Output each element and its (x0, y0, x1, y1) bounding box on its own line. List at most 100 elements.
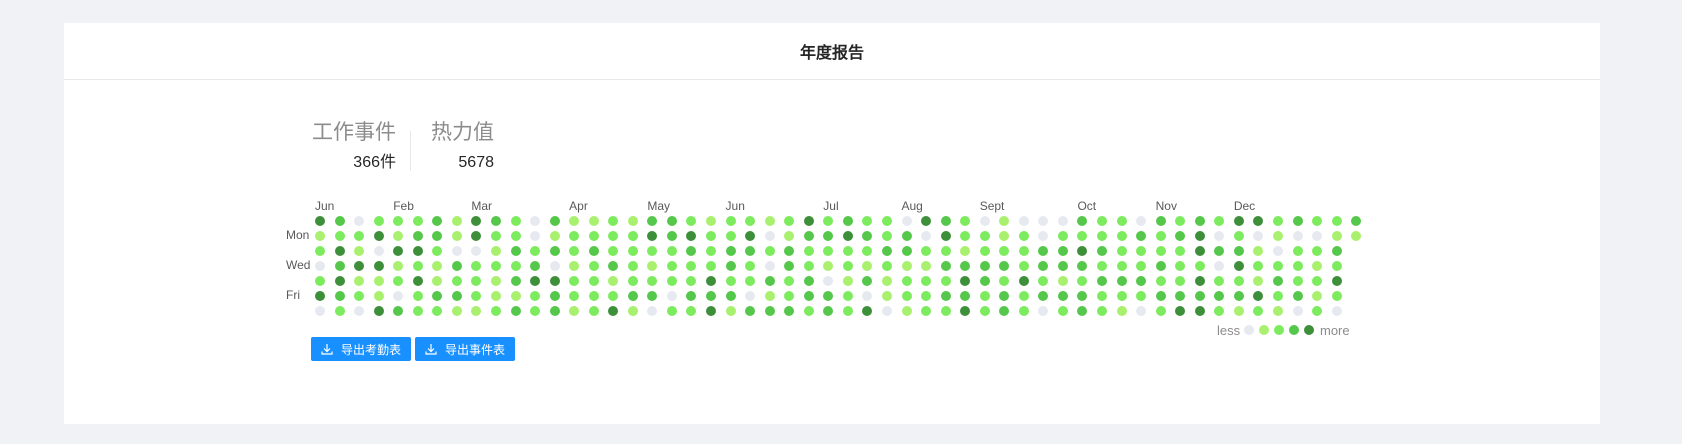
heatmap-cell[interactable] (315, 276, 325, 286)
export-events-button[interactable]: 导出事件表 (415, 337, 516, 361)
heatmap-cell[interactable] (588, 291, 599, 301)
heatmap-cell[interactable] (999, 291, 1010, 301)
heatmap-cell[interactable] (999, 216, 1010, 226)
heatmap-cell[interactable] (1194, 306, 1205, 316)
heatmap-cell[interactable] (373, 291, 384, 301)
heatmap-cell[interactable] (569, 261, 580, 271)
heatmap-cell[interactable] (1077, 276, 1088, 286)
heatmap-cell[interactable] (1077, 261, 1088, 271)
heatmap-cell[interactable] (510, 291, 521, 301)
heatmap-cell[interactable] (940, 216, 951, 226)
heatmap-cell[interactable] (354, 246, 365, 256)
heatmap-cell[interactable] (608, 306, 619, 316)
heatmap-cell[interactable] (1214, 231, 1225, 241)
heatmap-cell[interactable] (686, 261, 697, 271)
heatmap-cell[interactable] (1331, 276, 1342, 286)
heatmap-cell[interactable] (881, 291, 892, 301)
heatmap-cell[interactable] (393, 231, 404, 241)
heatmap-cell[interactable] (1233, 246, 1244, 256)
heatmap-cell[interactable] (588, 261, 599, 271)
heatmap-cell[interactable] (471, 216, 482, 226)
heatmap-cell[interactable] (471, 246, 482, 256)
heatmap-cell[interactable] (725, 291, 736, 301)
heatmap-cell[interactable] (823, 276, 834, 286)
heatmap-cell[interactable] (921, 231, 932, 241)
heatmap-cell[interactable] (745, 261, 756, 271)
heatmap-cell[interactable] (1116, 291, 1127, 301)
heatmap-cell[interactable] (1077, 231, 1088, 241)
heatmap-cell[interactable] (373, 231, 384, 241)
heatmap-cell[interactable] (1233, 306, 1244, 316)
heatmap-cell[interactable] (432, 291, 443, 301)
heatmap-cell[interactable] (647, 231, 658, 241)
heatmap-cell[interactable] (764, 306, 775, 316)
heatmap-cell[interactable] (1292, 291, 1303, 301)
heatmap-cell[interactable] (784, 291, 795, 301)
heatmap-cell[interactable] (1194, 261, 1205, 271)
heatmap-cell[interactable] (921, 291, 932, 301)
heatmap-cell[interactable] (979, 246, 990, 256)
heatmap-cell[interactable] (803, 246, 814, 256)
heatmap-cell[interactable] (647, 246, 658, 256)
heatmap-cell[interactable] (725, 216, 736, 226)
heatmap-cell[interactable] (627, 246, 638, 256)
heatmap-cell[interactable] (1233, 216, 1244, 226)
heatmap-cell[interactable] (1233, 231, 1244, 241)
heatmap-cell[interactable] (764, 291, 775, 301)
heatmap-cell[interactable] (1097, 306, 1107, 316)
heatmap-cell[interactable] (1233, 276, 1244, 286)
heatmap-cell[interactable] (510, 231, 521, 241)
heatmap-cell[interactable] (745, 231, 756, 241)
heatmap-cell[interactable] (1116, 231, 1127, 241)
heatmap-cell[interactable] (627, 276, 638, 286)
heatmap-cell[interactable] (530, 276, 541, 286)
heatmap-cell[interactable] (569, 246, 580, 256)
heatmap-cell[interactable] (1351, 231, 1362, 241)
heatmap-cell[interactable] (706, 291, 716, 301)
heatmap-cell[interactable] (940, 276, 951, 286)
heatmap-cell[interactable] (725, 306, 736, 316)
heatmap-cell[interactable] (1233, 291, 1244, 301)
heatmap-cell[interactable] (1018, 246, 1029, 256)
heatmap-cell[interactable] (706, 246, 716, 256)
heatmap-cell[interactable] (627, 216, 638, 226)
heatmap-cell[interactable] (940, 306, 951, 316)
heatmap-cell[interactable] (784, 231, 795, 241)
heatmap-cell[interactable] (1272, 306, 1283, 316)
heatmap-cell[interactable] (881, 306, 892, 316)
heatmap-cell[interactable] (842, 276, 853, 286)
heatmap-cell[interactable] (1136, 261, 1147, 271)
heatmap-cell[interactable] (979, 216, 990, 226)
heatmap-cell[interactable] (530, 261, 541, 271)
heatmap-cell[interactable] (1194, 291, 1205, 301)
heatmap-cell[interactable] (1116, 276, 1127, 286)
heatmap-cell[interactable] (881, 231, 892, 241)
heatmap-cell[interactable] (1272, 231, 1283, 241)
heatmap-cell[interactable] (1292, 306, 1303, 316)
heatmap-cell[interactable] (1116, 261, 1127, 271)
heatmap-cell[interactable] (745, 306, 756, 316)
heatmap-cell[interactable] (1312, 231, 1323, 241)
heatmap-cell[interactable] (823, 306, 834, 316)
heatmap-cell[interactable] (354, 216, 365, 226)
heatmap-cell[interactable] (334, 291, 345, 301)
heatmap-cell[interactable] (334, 306, 345, 316)
heatmap-cell[interactable] (588, 216, 599, 226)
heatmap-cell[interactable] (803, 261, 814, 271)
heatmap-cell[interactable] (862, 216, 873, 226)
heatmap-cell[interactable] (627, 306, 638, 316)
heatmap-cell[interactable] (569, 291, 580, 301)
heatmap-cell[interactable] (1018, 231, 1029, 241)
heatmap-cell[interactable] (940, 261, 951, 271)
heatmap-cell[interactable] (1155, 276, 1166, 286)
heatmap-cell[interactable] (334, 261, 345, 271)
heatmap-cell[interactable] (999, 231, 1010, 241)
heatmap-cell[interactable] (1214, 216, 1225, 226)
heatmap-cell[interactable] (960, 306, 971, 316)
heatmap-cell[interactable] (549, 261, 560, 271)
heatmap-cell[interactable] (569, 306, 580, 316)
heatmap-cell[interactable] (471, 261, 482, 271)
heatmap-cell[interactable] (745, 246, 756, 256)
heatmap-cell[interactable] (803, 216, 814, 226)
heatmap-cell[interactable] (1331, 216, 1342, 226)
